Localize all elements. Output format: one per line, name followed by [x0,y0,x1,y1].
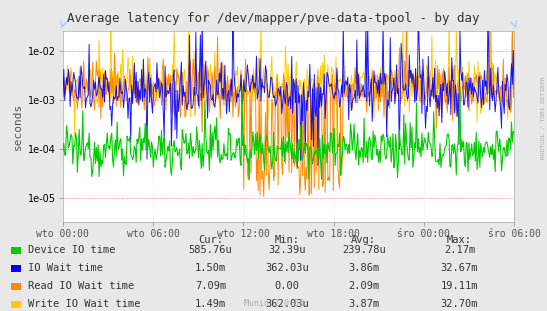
Text: 1.49m: 1.49m [195,299,226,309]
Text: 32.67m: 32.67m [441,263,478,273]
Text: RRDTOOL / TOBI OETIKER: RRDTOOL / TOBI OETIKER [541,77,546,160]
Text: 3.87m: 3.87m [348,299,380,309]
Text: IO Wait time: IO Wait time [28,263,103,273]
Text: 0.00: 0.00 [275,281,300,291]
Text: Average latency for /dev/mapper/pve-data-tpool - by day: Average latency for /dev/mapper/pve-data… [67,12,480,25]
Text: 7.09m: 7.09m [195,281,226,291]
Text: Read IO Wait time: Read IO Wait time [28,281,134,291]
Text: Max:: Max: [447,235,472,245]
Text: Min:: Min: [275,235,300,245]
Text: Cur:: Cur: [198,235,223,245]
Text: Avg:: Avg: [351,235,376,245]
Y-axis label: seconds: seconds [13,103,22,150]
Text: 2.09m: 2.09m [348,281,380,291]
Text: 1.50m: 1.50m [195,263,226,273]
Text: 239.78u: 239.78u [342,245,386,255]
Text: Device IO time: Device IO time [28,245,115,255]
Text: Write IO Wait time: Write IO Wait time [28,299,141,309]
Text: 32.39u: 32.39u [269,245,306,255]
Text: Munin 2.0.56: Munin 2.0.56 [243,299,304,308]
Text: 2.17m: 2.17m [444,245,475,255]
Text: 362.03u: 362.03u [265,299,309,309]
Text: 362.03u: 362.03u [265,263,309,273]
Text: 32.70m: 32.70m [441,299,478,309]
Text: 585.76u: 585.76u [189,245,232,255]
Text: 3.86m: 3.86m [348,263,380,273]
Text: 19.11m: 19.11m [441,281,478,291]
